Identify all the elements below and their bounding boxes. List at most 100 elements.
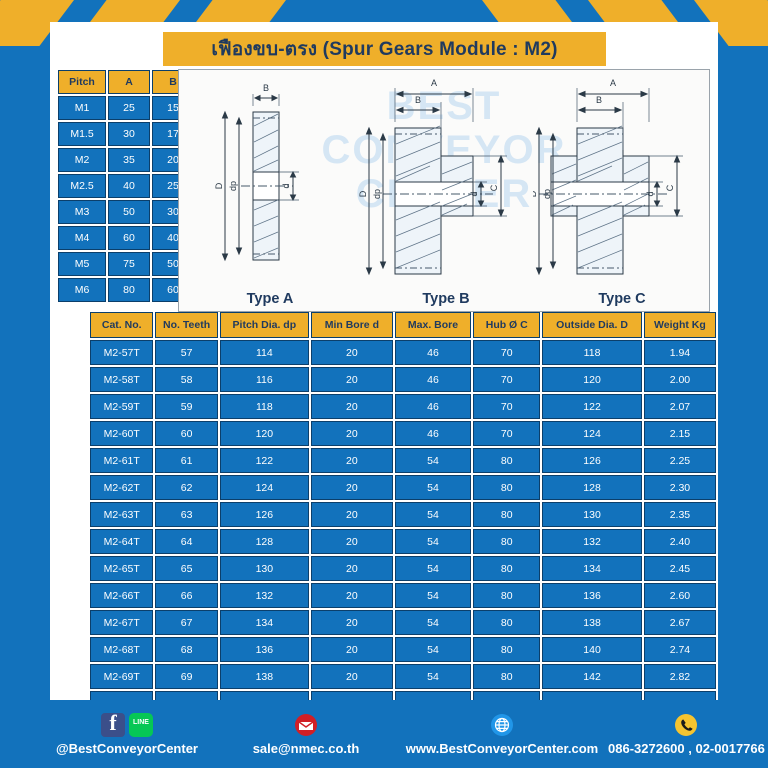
spec-table-header-7: Weight Kg	[643, 312, 716, 338]
footer-phone-group[interactable]: 086-3272600 , 02-0017766	[608, 712, 765, 756]
phone-icon[interactable]	[674, 713, 698, 737]
diagram-label-b: Type B	[422, 291, 470, 307]
spec-table-cell-5-0: M2-62T	[90, 475, 154, 500]
pitch-table-cell-2-1: 35	[108, 148, 150, 172]
spec-table-cell-2-0: M2-59T	[90, 394, 154, 419]
diagram-type-c: A B D dp d C Type C	[533, 70, 709, 311]
spec-table-cell-7-5: 80	[473, 529, 541, 554]
spec-table-cell-4-5: 80	[473, 448, 541, 473]
spec-table-cell-0-5: 70	[473, 340, 541, 365]
spec-table-cell-2-1: 59	[155, 394, 218, 419]
spec-table-cell-4-0: M2-61T	[90, 448, 154, 473]
spec-table-header-1: No. Teeth	[155, 312, 218, 338]
spec-table-cell-5-1: 62	[155, 475, 218, 500]
spec-table-cell-2-5: 70	[473, 394, 541, 419]
pitch-table-cell-7-1: 80	[108, 278, 150, 302]
spec-table-cell-7-1: 64	[155, 529, 218, 554]
spec-table-cell-3-4: 46	[394, 421, 472, 446]
pitch-table-row: M6 80 60	[58, 278, 194, 302]
spec-table-cell-3-3: 20	[310, 421, 393, 446]
spec-table-cell-12-1: 69	[155, 664, 218, 689]
spec-table-cell-3-7: 2.15	[643, 421, 716, 446]
spec-table-row: M2-61T 61 122 20 54 80 126 2.25	[90, 448, 716, 473]
footer-email-group[interactable]: sale@nmec.co.th	[216, 712, 396, 756]
spec-table-cell-4-4: 54	[394, 448, 472, 473]
spec-table-row: M2-60T 60 120 20 46 70 124 2.15	[90, 421, 716, 446]
pitch-table-row: M2 35 20	[58, 148, 194, 172]
pitch-table-cell-5-1: 60	[108, 226, 150, 250]
spec-table-cell-1-2: 116	[219, 367, 309, 392]
svg-text:A: A	[431, 78, 437, 88]
spec-table-cell-2-7: 2.07	[643, 394, 716, 419]
spec-table-cell-8-2: 130	[219, 556, 309, 581]
spec-table-row: M2-67T 67 134 20 54 80 138 2.67	[90, 610, 716, 635]
spec-table-cell-8-1: 65	[155, 556, 218, 581]
pitch-table-cell-3-1: 40	[108, 174, 150, 198]
line-icon[interactable]	[129, 713, 153, 737]
spec-table-cell-8-5: 80	[473, 556, 541, 581]
spec-table-cell-3-1: 60	[155, 421, 218, 446]
spec-table-cell-10-4: 54	[394, 610, 472, 635]
svg-text:d: d	[645, 191, 655, 196]
spec-table-cell-10-2: 134	[219, 610, 309, 635]
spec-table-cell-11-1: 68	[155, 637, 218, 662]
footer-email-text: sale@nmec.co.th	[252, 741, 360, 756]
spec-table-cell-5-5: 80	[473, 475, 541, 500]
spec-table-cell-0-6: 118	[542, 340, 642, 365]
email-icon[interactable]	[294, 713, 318, 737]
spec-table-cell-11-0: M2-68T	[90, 637, 154, 662]
spec-table-wrapper: Cat. No. No. Teeth Pitch Dia. dp Min Bore d…	[88, 310, 718, 745]
spec-table-cell-3-0: M2-60T	[90, 421, 154, 446]
spec-table-cell-6-1: 63	[155, 502, 218, 527]
spec-table-cell-8-4: 54	[394, 556, 472, 581]
spec-table-cell-11-7: 2.74	[643, 637, 716, 662]
spec-table-cell-1-3: 20	[310, 367, 393, 392]
spec-table-cell-0-1: 57	[155, 340, 218, 365]
spec-table-cell-4-3: 20	[310, 448, 393, 473]
svg-text:B: B	[263, 83, 269, 93]
pitch-table-cell-2-0: M2	[58, 148, 106, 172]
spec-table-cell-11-2: 136	[219, 637, 309, 662]
footer-contact-bar: @BestConveyorCenter sale@nmec.co.th	[0, 700, 768, 768]
spec-table-header-4: Max. Bore	[394, 312, 472, 338]
pitch-table-cell-1-1: 30	[108, 122, 150, 146]
svg-text:d: d	[469, 191, 479, 196]
spec-table-cell-1-7: 2.00	[643, 367, 716, 392]
spec-table-cell-6-4: 54	[394, 502, 472, 527]
spec-table-row: M2-64T 64 128 20 54 80 132 2.40	[90, 529, 716, 554]
pitch-table-cell-6-1: 75	[108, 252, 150, 276]
spec-table-cell-6-6: 130	[542, 502, 642, 527]
spec-table-cell-12-2: 138	[219, 664, 309, 689]
pitch-table-cell-0-0: M1	[58, 96, 106, 120]
pitch-table-header-0: Pitch	[58, 70, 106, 94]
pitch-table-row: M1.5 30 17	[58, 122, 194, 146]
spec-table-row: M2-58T 58 116 20 46 70 120 2.00	[90, 367, 716, 392]
spec-table-cell-1-1: 58	[155, 367, 218, 392]
spec-table-cell-6-0: M2-63T	[90, 502, 154, 527]
content-card: เฟืองขบ-ตรง (Spur Gears Module : M2) Pit…	[50, 22, 718, 743]
spec-table-cell-9-0: M2-66T	[90, 583, 154, 608]
footer-website-group[interactable]: www.BestConveyorCenter.com	[396, 712, 608, 756]
spec-table-cell-11-4: 54	[394, 637, 472, 662]
page-title: เฟืองขบ-ตรง (Spur Gears Module : M2)	[163, 32, 606, 66]
spec-table-cell-7-2: 128	[219, 529, 309, 554]
spec-table-header-row: Cat. No. No. Teeth Pitch Dia. dp Min Bore d…	[90, 312, 716, 338]
spec-table-cell-0-3: 20	[310, 340, 393, 365]
pitch-table-cell-3-0: M2.5	[58, 174, 106, 198]
spec-table-cell-1-0: M2-58T	[90, 367, 154, 392]
spec-table-cell-9-6: 136	[542, 583, 642, 608]
globe-icon[interactable]	[490, 713, 514, 737]
facebook-icon[interactable]	[101, 710, 125, 737]
footer-social-group[interactable]: @BestConveyorCenter	[38, 710, 216, 756]
spec-table-cell-0-7: 1.94	[643, 340, 716, 365]
spec-table-cell-8-6: 134	[542, 556, 642, 581]
pitch-table-cell-7-0: M6	[58, 278, 106, 302]
svg-text:C: C	[665, 184, 675, 191]
pitch-table: Pitch A B M1 25 15 M1.5 30 17 M2 35 20 M2.5 40 25 M3 50…	[56, 68, 196, 304]
spec-table-cell-9-5: 80	[473, 583, 541, 608]
spec-table-cell-12-5: 80	[473, 664, 541, 689]
spec-table-cell-11-5: 80	[473, 637, 541, 662]
spec-table-cell-10-6: 138	[542, 610, 642, 635]
spec-table-cell-9-4: 54	[394, 583, 472, 608]
svg-text:D: D	[214, 182, 224, 189]
